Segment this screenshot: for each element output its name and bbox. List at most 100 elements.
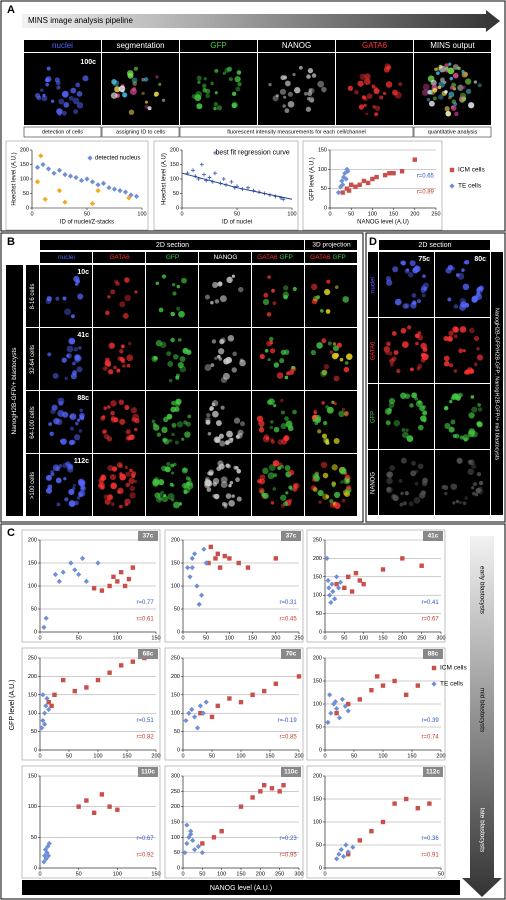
cell	[114, 279, 119, 284]
cell	[147, 106, 152, 111]
panel-d-frame	[365, 232, 506, 523]
cell	[452, 64, 459, 70]
cell	[462, 283, 470, 291]
x-axis-label: ID of nuclei/Z-stacks	[60, 220, 114, 226]
cell	[177, 338, 182, 342]
cell	[126, 435, 132, 440]
cell	[449, 399, 453, 404]
y-tick-label: 250	[171, 655, 180, 661]
point	[199, 850, 205, 856]
x-tick-label: 200	[151, 753, 160, 759]
cell	[134, 427, 138, 432]
cell	[333, 491, 341, 498]
x-label-bar	[22, 880, 460, 895]
point	[194, 583, 200, 589]
cell	[259, 478, 266, 485]
point	[207, 175, 212, 180]
y-tick-label: 100	[318, 167, 327, 173]
cell	[205, 479, 213, 487]
cell	[331, 352, 339, 360]
cell	[134, 418, 140, 424]
cell	[450, 419, 456, 425]
point	[332, 699, 339, 705]
cell	[392, 89, 398, 96]
point	[262, 688, 267, 694]
x-tick-label: 300	[294, 871, 303, 877]
caption-box	[413, 126, 492, 138]
cell	[456, 457, 463, 464]
point	[84, 685, 89, 690]
cell	[449, 76, 454, 81]
point	[46, 699, 51, 705]
point	[200, 710, 206, 716]
point	[400, 556, 405, 561]
cell	[82, 75, 89, 82]
cell	[422, 274, 426, 279]
x-tick-label: 150	[389, 211, 398, 217]
point	[89, 179, 96, 185]
point	[329, 581, 335, 587]
cell	[473, 335, 480, 342]
point	[117, 188, 123, 194]
cell	[410, 367, 414, 372]
cell	[205, 417, 211, 423]
legend-label: TE cells	[440, 681, 464, 688]
cell	[116, 462, 123, 468]
cell	[385, 420, 391, 426]
header-bar	[40, 240, 304, 250]
cell	[478, 286, 482, 290]
cell	[119, 504, 123, 509]
cell	[468, 102, 475, 109]
annotation: r=0.77	[136, 600, 154, 606]
cell	[214, 68, 219, 73]
cell	[214, 91, 218, 95]
point	[369, 829, 374, 834]
point	[197, 703, 203, 709]
cell	[414, 396, 419, 401]
cell	[162, 437, 168, 443]
cell	[79, 408, 83, 413]
point	[201, 546, 207, 552]
x-tick-label: 100	[93, 753, 102, 759]
cell	[365, 112, 369, 116]
cell	[468, 460, 473, 464]
point	[209, 714, 215, 720]
cell	[109, 342, 115, 349]
x-tick-label: 50	[84, 211, 90, 217]
point	[61, 677, 66, 683]
point	[52, 571, 59, 578]
point	[332, 596, 338, 602]
point	[186, 710, 192, 716]
cell	[58, 464, 63, 468]
point	[42, 196, 48, 202]
y-tick-label: 200	[313, 556, 322, 562]
point	[380, 567, 386, 572]
y-tick-label: 50	[174, 606, 180, 612]
y-tick-label: 150	[28, 692, 37, 698]
point	[189, 706, 195, 713]
axis	[182, 658, 299, 751]
axis	[181, 150, 292, 209]
cell	[74, 354, 82, 362]
point	[76, 804, 81, 809]
y-tick-label: 200	[171, 537, 180, 543]
cell	[70, 314, 75, 319]
point	[221, 177, 226, 181]
cell	[444, 106, 450, 112]
row-label: >100 cells	[30, 472, 36, 499]
axis	[39, 658, 156, 751]
point	[56, 188, 63, 194]
point	[41, 859, 47, 865]
cell	[226, 430, 233, 438]
cell	[76, 366, 83, 373]
cell	[181, 277, 187, 284]
cell	[55, 418, 63, 426]
cell	[47, 352, 52, 357]
cell	[461, 69, 465, 73]
cell	[400, 260, 407, 266]
x-tick-label: 100	[287, 211, 296, 217]
cell	[448, 62, 452, 66]
cell	[56, 85, 61, 90]
section-header: 3D projection	[312, 242, 351, 249]
cell	[235, 86, 241, 92]
